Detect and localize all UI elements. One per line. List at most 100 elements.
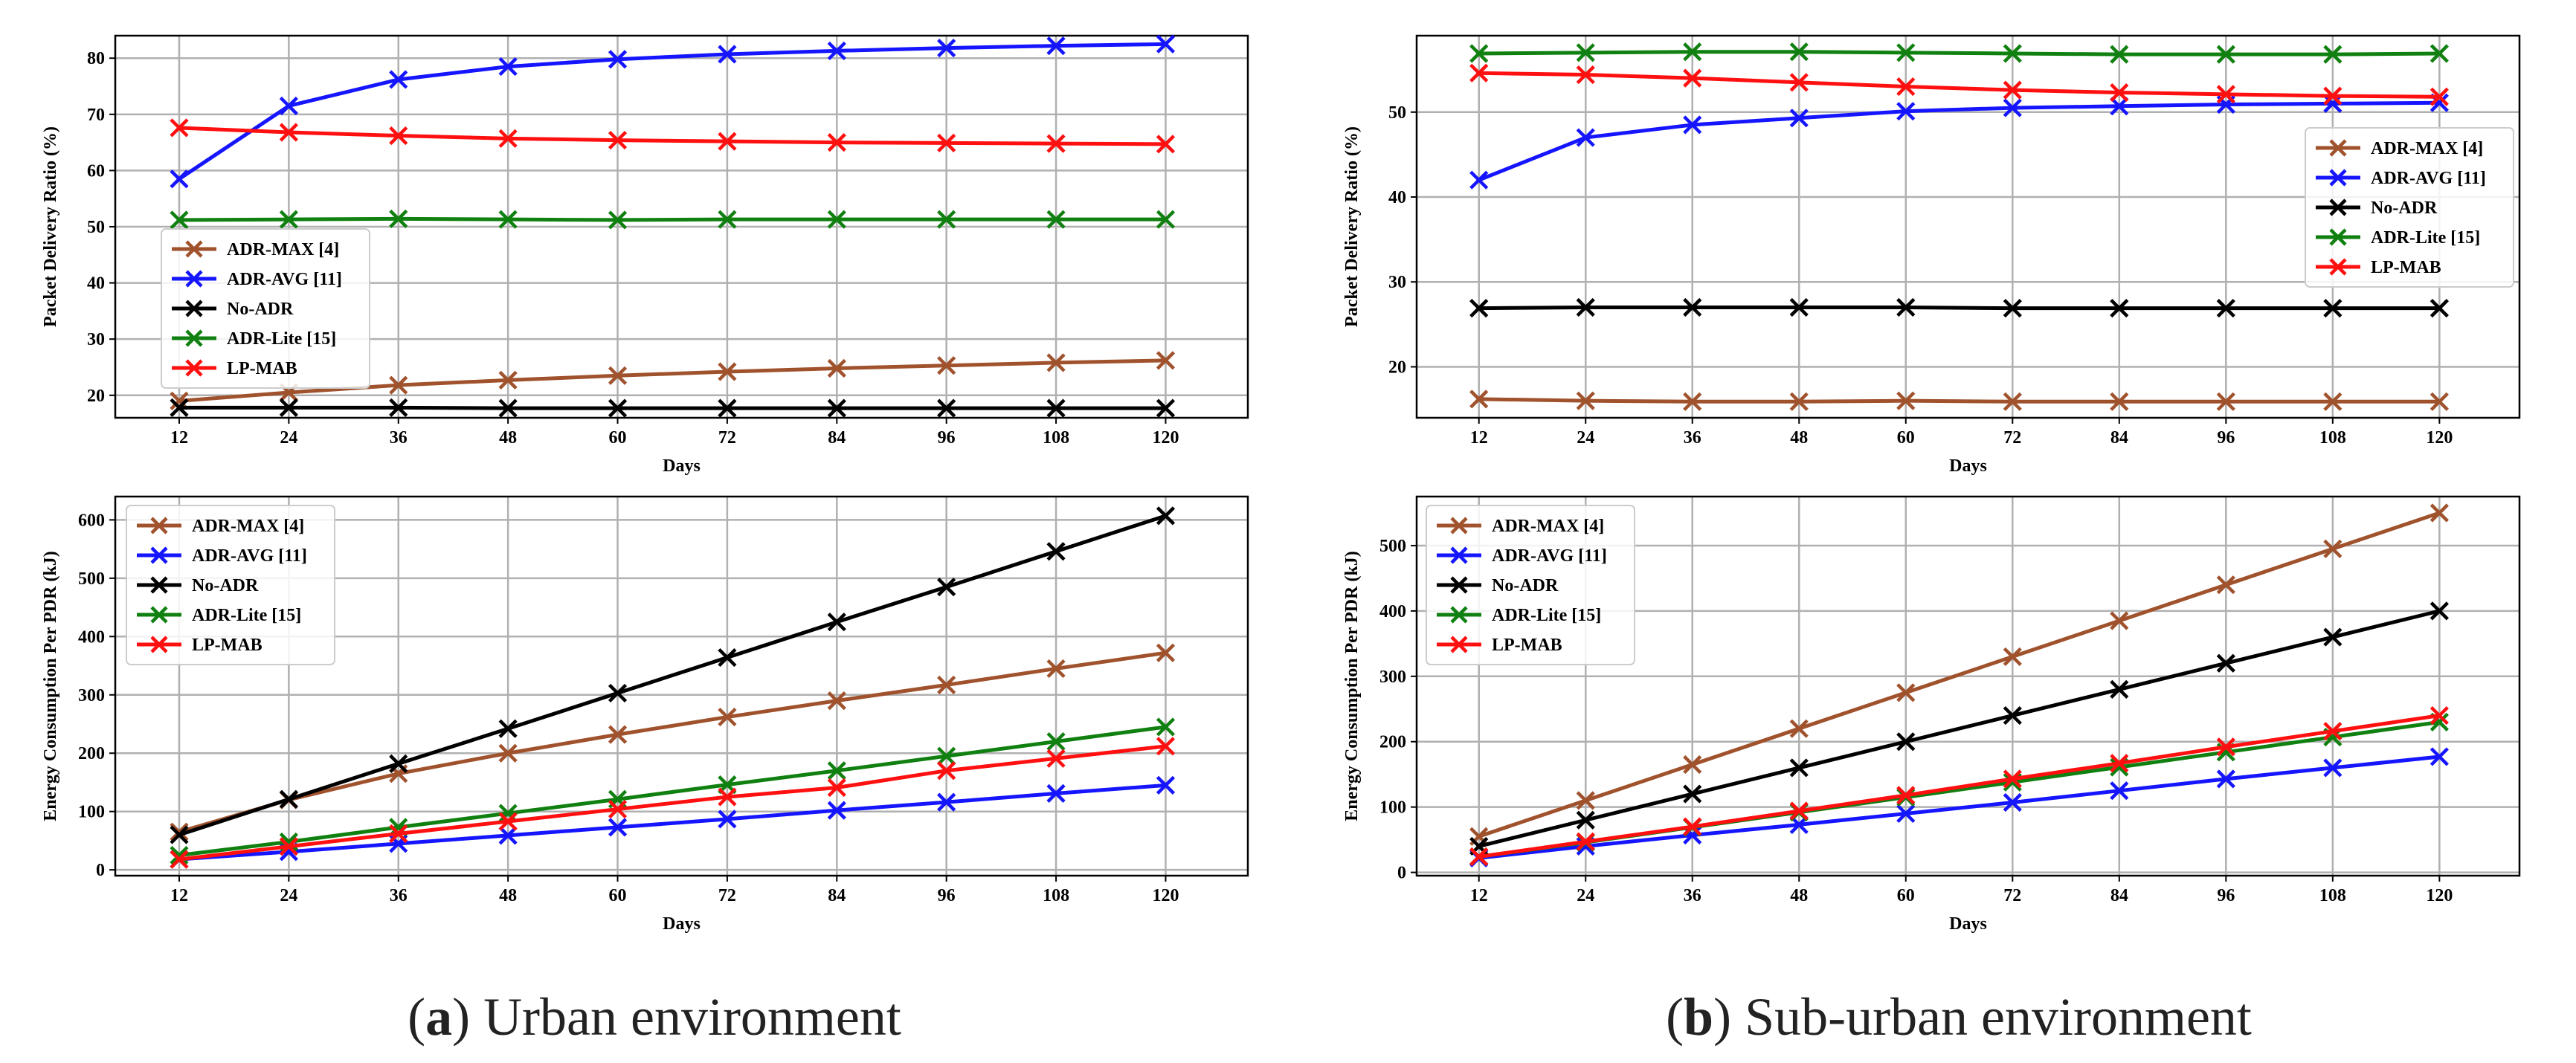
data-point: [1789, 73, 1809, 92]
data-point: [279, 398, 298, 417]
data-point: [1576, 391, 1595, 410]
x-tick-label: 72: [2003, 428, 2021, 448]
legend-item: ADR-Lite [15]: [137, 606, 301, 625]
series-line: [178, 405, 1166, 410]
chart-suburban-energy: 12 24 36 48 60 72 84 96 108 120 0 100 200 300 400 500 Da…: [1342, 495, 2521, 934]
data-point: [2430, 503, 2449, 523]
legend-item: LP-MAB: [2316, 258, 2441, 277]
x-marker-stroke: [389, 398, 408, 417]
legend-swatch-marker: [1450, 606, 1468, 624]
data-point: [498, 129, 518, 148]
data-point: [170, 210, 189, 230]
x-marker-stroke: [2323, 539, 2342, 558]
data-point: [170, 845, 189, 865]
x-marker-stroke: [389, 375, 408, 395]
x-marker-stroke: [718, 45, 737, 64]
x-marker-stroke: [937, 578, 956, 597]
data-point: [389, 398, 408, 417]
x-marker-stroke: [827, 210, 846, 229]
x-marker-stroke: [498, 210, 518, 229]
x-marker-stroke: [1156, 643, 1176, 662]
plot-frame: [114, 495, 1249, 877]
legend-swatch-marker: [2329, 228, 2347, 246]
x-marker-stroke: [608, 50, 628, 69]
x-marker-stroke: [1156, 737, 1176, 756]
series-line: [178, 514, 1167, 837]
data-point: [1896, 732, 1916, 752]
x-marker-stroke: [1156, 210, 1176, 229]
x-marker-stroke: [2216, 769, 2235, 789]
caption-a-text: Urban environment: [470, 987, 901, 1047]
x-marker-stroke: [1789, 297, 1809, 317]
x-tick-label: 48: [499, 428, 517, 448]
data-point: [2323, 45, 2342, 64]
legend-swatch-marker: [185, 359, 203, 377]
series-adr-max: [170, 351, 1176, 410]
data-point: [2430, 705, 2449, 726]
data-point: [2216, 769, 2235, 789]
y-tick-label: 50: [1388, 103, 1406, 123]
x-marker-stroke: [170, 398, 189, 417]
series-no-adr: [170, 398, 1176, 418]
x-marker-stroke: [1156, 135, 1176, 154]
data-point: [1046, 134, 1066, 153]
legend: ADR-MAX [4] ADR-AVG [11] No-ADR ADR-Lite [1…: [1426, 505, 1635, 665]
x-marker-stroke: [937, 675, 956, 695]
y-tick-label: 500: [1379, 537, 1406, 556]
series-adr-avg: [170, 34, 1176, 189]
x-tick-label: 96: [2217, 886, 2235, 905]
data-point: [1469, 170, 1489, 190]
data-point: [718, 132, 737, 151]
data-point: [827, 761, 846, 781]
data-point: [718, 647, 737, 668]
y-tick-label: 100: [1379, 798, 1406, 818]
x-tick-label: 96: [938, 428, 956, 448]
data-point: [1156, 351, 1176, 370]
x-tick-label: 120: [2426, 428, 2453, 448]
data-point: [1576, 128, 1595, 147]
data-point: [2003, 647, 2022, 667]
x-tick-label: 96: [2217, 428, 2235, 448]
series-line: [178, 725, 1166, 858]
data-point: [279, 96, 298, 116]
x-marker-stroke: [2323, 45, 2342, 64]
data-point: [1046, 731, 1066, 752]
x-marker-stroke: [2110, 299, 2129, 318]
legend: ADR-MAX [4] ADR-AVG [11] No-ADR ADR-Lite [1…: [2305, 127, 2514, 288]
x-marker-stroke: [2323, 627, 2342, 647]
x-marker-stroke: [1156, 775, 1176, 795]
series-line: [178, 216, 1166, 222]
x-marker-stroke: [1156, 717, 1176, 737]
x-marker-stroke: [2216, 299, 2235, 318]
legend-label: LP-MAB: [227, 359, 297, 378]
data-point: [937, 210, 956, 229]
legend-label: ADR-AVG [11]: [227, 270, 342, 289]
series-no-adr: [1469, 601, 2449, 856]
x-marker-stroke: [718, 810, 737, 829]
data-point: [1896, 804, 1916, 824]
legend: ADR-MAX [4] ADR-AVG [11] No-ADR ADR-Lite [1…: [161, 228, 370, 389]
caption-b-text: Sub-urban environment: [1731, 987, 2252, 1047]
y-tick-label: 300: [1379, 668, 1406, 687]
series-line: [1478, 71, 2440, 99]
legend-box: [1426, 505, 1635, 665]
legend-item: ADR-AVG [11]: [1437, 546, 1607, 566]
x-marker-stroke: [1469, 170, 1489, 190]
data-point: [498, 804, 518, 823]
x-marker-stroke: [1576, 65, 1595, 85]
data-point: [1469, 63, 1489, 83]
x-tick-label: 108: [2319, 886, 2346, 905]
x-marker-stroke: [170, 850, 189, 869]
data-point: [1896, 391, 1916, 410]
chart-suburban-pdr: 12 24 36 48 60 72 84 96 108 120 20 30 40 50 Days Packet…: [1342, 34, 2521, 476]
x-tick-label: 36: [1684, 886, 1701, 905]
data-point: [2323, 627, 2342, 647]
x-marker-stroke: [608, 683, 628, 703]
y-tick-label: 0: [1397, 864, 1406, 883]
legend-label: No-ADR: [1492, 576, 1559, 595]
x-marker-stroke: [2003, 792, 2022, 812]
legend-label: No-ADR: [192, 576, 259, 595]
series-line: [178, 126, 1166, 146]
data-point: [498, 743, 518, 763]
data-point: [2323, 299, 2342, 318]
